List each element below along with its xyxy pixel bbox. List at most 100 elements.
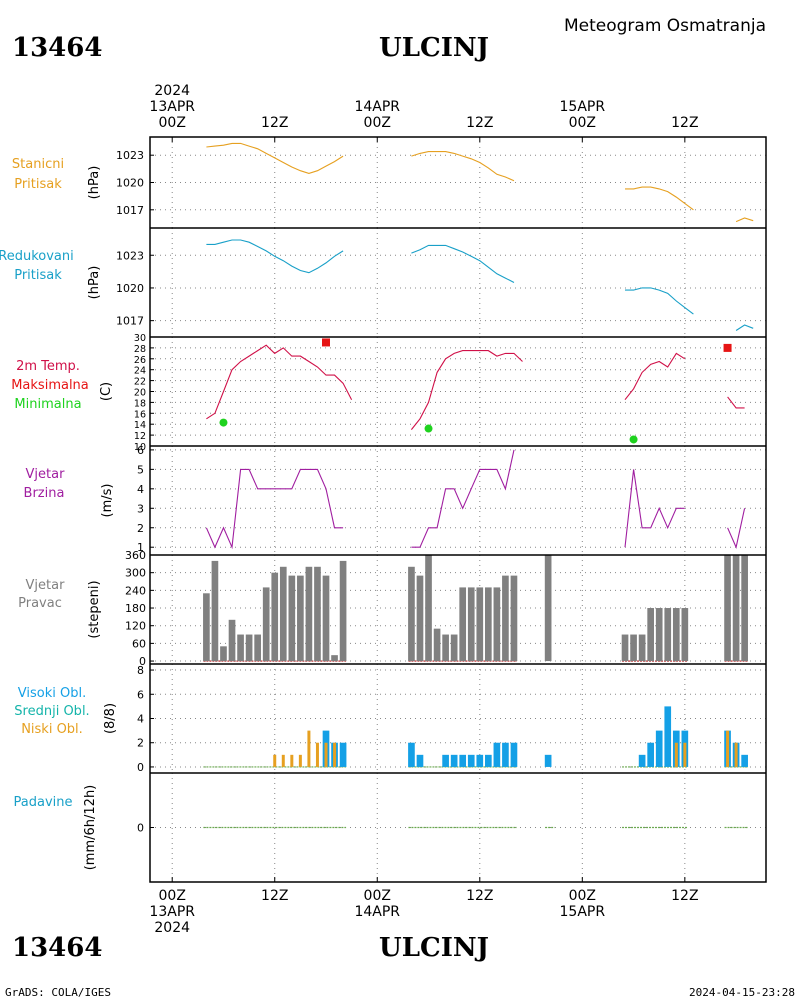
- bar: [237, 634, 244, 662]
- time-label: 12Z: [261, 888, 288, 904]
- bar: [408, 566, 415, 662]
- time-label: 00Z: [364, 888, 391, 904]
- bar: [732, 555, 740, 662]
- timestamp-text: 2024-04-15-23:28: [689, 986, 795, 999]
- bar: [476, 587, 484, 662]
- y-tick-label: 120: [125, 620, 146, 633]
- bar: [544, 754, 552, 767]
- bar: [333, 742, 337, 767]
- y-tick-label: 22: [134, 377, 146, 388]
- y-tick-label: 26: [134, 355, 146, 366]
- series-line: [206, 142, 344, 174]
- y-tick-label: 28: [134, 344, 146, 355]
- bar: [647, 608, 654, 662]
- time-label: 14APR: [354, 99, 400, 115]
- panel-label: Brzina: [24, 486, 65, 501]
- bar: [459, 587, 467, 662]
- bar: [245, 634, 253, 662]
- y-tick-label: 0: [137, 761, 144, 774]
- bar: [459, 754, 467, 767]
- time-label: 2024: [154, 920, 190, 936]
- bar: [638, 634, 646, 662]
- panel-label: Pritisak: [14, 177, 62, 192]
- bar: [442, 754, 449, 767]
- y-tick-label: 60: [132, 637, 146, 650]
- bar: [647, 742, 654, 767]
- bar: [254, 634, 261, 662]
- panel-precipitation: 0 (mm/6h/12h) Padavine: [14, 773, 766, 882]
- panel-wind_speed: 1 2 3 4 5 6 (m/s) Vjetar Brzina: [24, 444, 766, 555]
- series-line: [624, 469, 685, 548]
- y-tick-label: 180: [125, 602, 146, 615]
- bar: [638, 754, 646, 767]
- bar: [510, 575, 518, 662]
- panel-label: Padavine: [14, 795, 73, 810]
- footer-station-name: ULCINJ: [379, 933, 489, 963]
- series-line: [625, 287, 694, 315]
- bar: [493, 587, 501, 662]
- y-tick-label: 1: [137, 541, 144, 554]
- time-label: 00Z: [159, 115, 186, 131]
- bar: [450, 754, 458, 767]
- y-tick-label: 1023: [116, 149, 144, 162]
- min-temp-marker: [629, 435, 638, 444]
- bar: [484, 587, 492, 662]
- bar: [734, 742, 738, 767]
- y-tick-label: 4: [137, 483, 144, 496]
- bar: [467, 754, 475, 767]
- y-tick-label: 8: [137, 664, 144, 677]
- bar: [476, 754, 484, 767]
- bar: [664, 608, 672, 662]
- time-label: 12Z: [671, 115, 698, 131]
- bar: [298, 754, 302, 767]
- y-tick-label: 1020: [116, 177, 144, 190]
- y-axis-label: (C): [99, 382, 114, 401]
- min-temp-marker: [424, 424, 433, 433]
- bar: [467, 587, 475, 662]
- bar: [681, 608, 689, 662]
- plot-frame: [149, 136, 767, 883]
- bar: [741, 754, 748, 767]
- bar: [408, 742, 415, 767]
- time-label: 00Z: [569, 115, 596, 131]
- bar: [664, 706, 672, 767]
- time-label: 00Z: [569, 888, 596, 904]
- bar: [305, 566, 313, 662]
- bar: [493, 742, 501, 767]
- bar: [416, 754, 424, 767]
- series-line: [205, 468, 344, 550]
- y-tick-label: 5: [137, 463, 144, 476]
- bar: [630, 634, 637, 662]
- y-tick-label: 24: [134, 366, 146, 377]
- y-tick-label: 2: [137, 522, 144, 535]
- panel-label: Srednji Obl.: [14, 704, 89, 719]
- bar: [324, 742, 328, 767]
- max-temp-marker: [723, 343, 732, 352]
- panel-label: Vjetar: [26, 467, 66, 482]
- time-label: 13APR: [149, 99, 195, 115]
- time-label: 12Z: [671, 888, 698, 904]
- time-label: 15APR: [560, 904, 606, 920]
- bar: [510, 742, 518, 767]
- series-line: [411, 151, 515, 182]
- panel-wind_direction: 0 60 120 180 240 300 360 (stepeni) Vjetar Pravac: [18, 549, 766, 668]
- panel-pressure_reduced: 1017 1020 1023 (hPa) Redukovani Pritisak: [0, 228, 766, 337]
- panel-label: Niski Obl.: [21, 722, 83, 737]
- y-tick-label: 10: [134, 442, 146, 453]
- y-tick-label: 4: [137, 713, 144, 726]
- bar: [674, 742, 678, 767]
- bar: [655, 608, 663, 662]
- bar: [297, 575, 304, 662]
- y-tick-label: 1017: [116, 204, 144, 217]
- y-axis-label: (hPa): [87, 266, 102, 300]
- bar: [621, 634, 629, 662]
- series-line: [410, 350, 523, 430]
- bar: [416, 575, 424, 662]
- bar: [290, 754, 294, 767]
- panel-label: Vjetar: [26, 578, 66, 593]
- y-tick-label: 30: [134, 333, 146, 344]
- y-axis-label: (hPa): [87, 166, 102, 200]
- series-line: [206, 239, 344, 274]
